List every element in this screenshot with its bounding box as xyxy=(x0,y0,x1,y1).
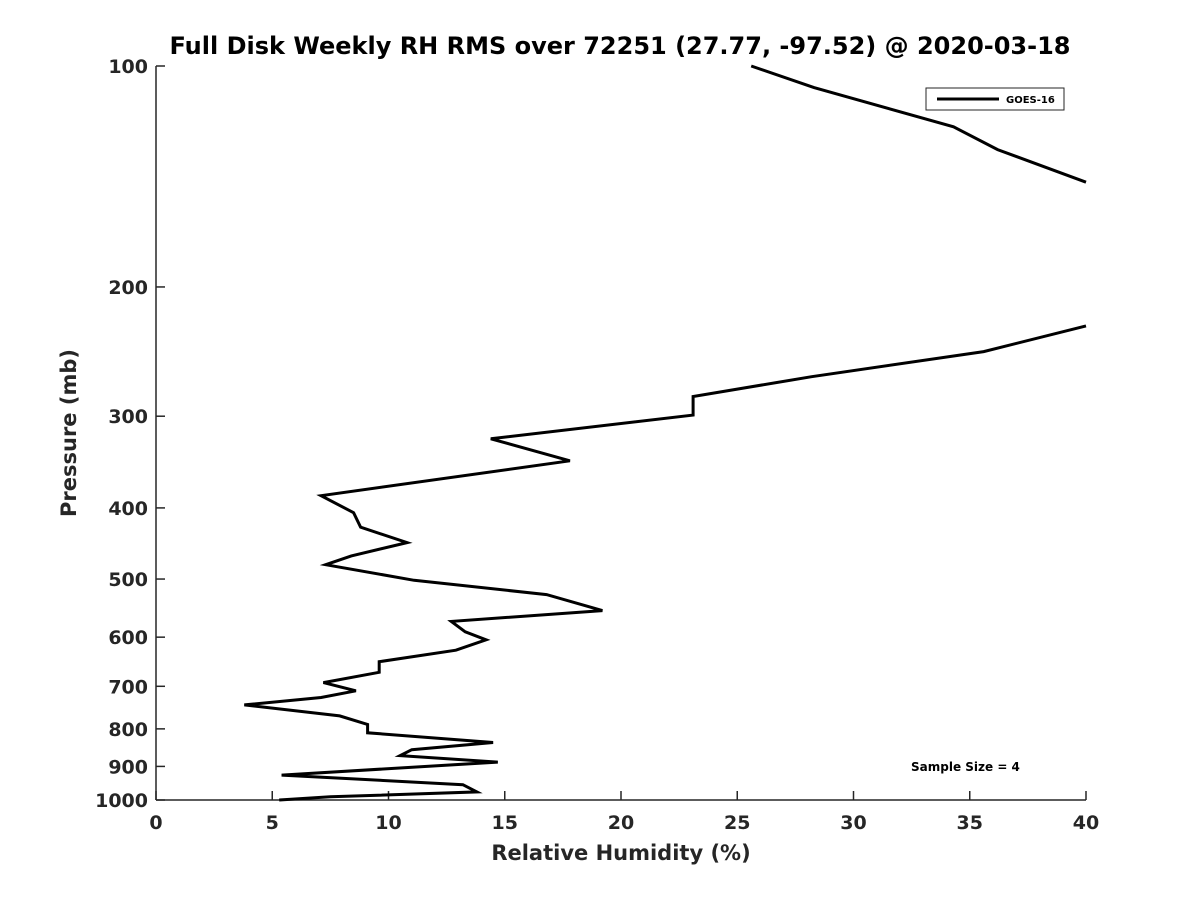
plot-area xyxy=(155,66,1086,801)
y-tick-label: 500 xyxy=(108,569,148,591)
y-tick-label: 100 xyxy=(108,56,148,78)
x-tick-label: 0 xyxy=(149,812,162,834)
y-tick-label: 300 xyxy=(108,406,148,428)
y-tick-label: 700 xyxy=(108,676,148,698)
series-line-goes-16 xyxy=(750,64,1087,184)
legend-label: GOES-16 xyxy=(1006,95,1055,106)
x-tick-label: 35 xyxy=(957,812,983,834)
series-line-goes-16 xyxy=(244,324,1087,802)
y-tick-label: 900 xyxy=(108,756,148,778)
y-tick-label: 800 xyxy=(108,719,148,741)
legend: GOES-16 xyxy=(925,87,1065,111)
y-tick-label: 600 xyxy=(108,627,148,649)
x-axis-label: Relative Humidity (%) xyxy=(491,841,750,865)
x-tick-label: 15 xyxy=(492,812,518,834)
x-ticks: 0 5 10 15 20 25 30 35 40 xyxy=(149,791,1099,834)
y-tick-label: 200 xyxy=(108,277,148,299)
y-ticks: 100 200 300 400 500 600 700 800 900 1000 xyxy=(95,56,165,812)
x-tick-label: 10 xyxy=(375,812,401,834)
sample-size-note: Sample Size = 4 xyxy=(911,760,1020,774)
series-layer xyxy=(244,64,1087,802)
chart-title: Full Disk Weekly RH RMS over 72251 (27.7… xyxy=(169,32,1070,60)
y-tick-label: 400 xyxy=(108,498,148,520)
y-tick-label: 1000 xyxy=(95,790,148,812)
y-axis-label: Pressure (mb) xyxy=(57,349,81,517)
x-tick-label: 40 xyxy=(1073,812,1099,834)
x-tick-label: 5 xyxy=(266,812,279,834)
x-tick-label: 20 xyxy=(608,812,634,834)
x-tick-label: 30 xyxy=(840,812,866,834)
x-tick-label: 25 xyxy=(724,812,750,834)
